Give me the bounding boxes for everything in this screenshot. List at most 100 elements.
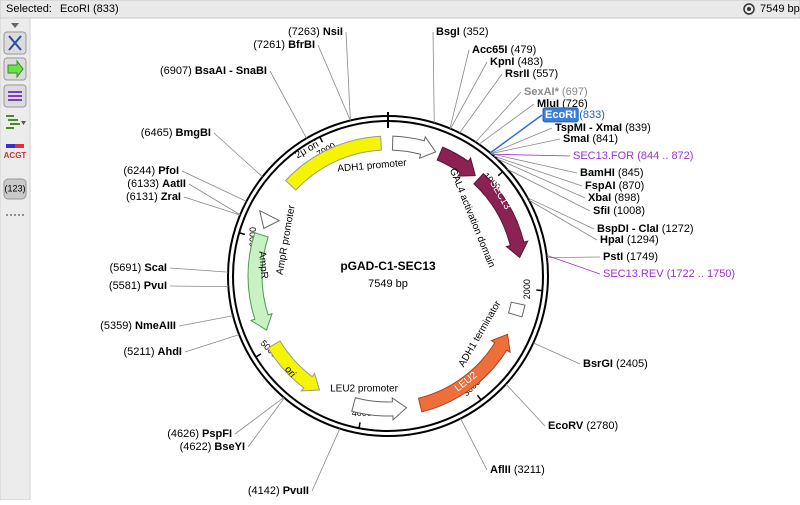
site-label: (5691) ScaI (110, 262, 168, 274)
feature-arrow (267, 340, 321, 392)
site-leader (459, 73, 503, 134)
site-label: HpaI (1294) (600, 234, 659, 246)
site-label: PstI (1749) (603, 251, 658, 263)
feature-label: LEU2 promoter (330, 384, 398, 395)
site-position: (4626) (167, 428, 199, 440)
site-label: BamHI (845) (580, 167, 644, 179)
site-position: (833) (579, 109, 605, 121)
site-leader (546, 255, 601, 275)
site-label: (5211) AhdI (124, 346, 183, 358)
site-leader (432, 31, 435, 123)
site-position: (898) (614, 192, 640, 204)
plasmid-name: pGAD-C1-SEC13 (340, 259, 436, 273)
site-leader (505, 383, 546, 427)
site-position: (6131) (126, 191, 158, 203)
site-name: TspMI - XmaI (555, 122, 622, 134)
site-position: (1722 .. 1750) (667, 268, 736, 280)
site-label: (6244) PfoI (123, 165, 179, 177)
site-name: BsaAI - SnaBI (195, 65, 267, 77)
site-name: SfiI (593, 205, 610, 217)
tick-label: 6000 (248, 227, 258, 247)
orf-menu[interactable] (21, 121, 26, 125)
site-leader (345, 31, 351, 121)
tick-mark (255, 353, 262, 358)
site-leader (460, 418, 488, 471)
count-button[interactable] (3, 178, 27, 200)
site-leader (490, 127, 553, 154)
site-name: Acc65I (472, 44, 507, 56)
site-position: (1749) (626, 251, 658, 263)
site-name: SEC13.REV (603, 268, 664, 280)
site-leader (449, 49, 470, 129)
site-leader (311, 428, 341, 492)
site-name: PstI (603, 251, 623, 263)
site-position: (3211) (514, 464, 545, 476)
site-name: SEC13.FOR (573, 150, 634, 162)
site-name: AatII (162, 178, 186, 190)
site-label: (6907) BsaAI - SnaBI (160, 65, 267, 77)
site-position: (557) (533, 68, 559, 80)
site-leader (490, 138, 561, 155)
site-label: SexAI* (697) (524, 86, 588, 98)
site-label: Acc65I (479) (472, 44, 536, 56)
site-name: SmaI (563, 133, 589, 145)
site-label: (6465) BmgBI (141, 127, 211, 139)
site-label: (6131) ZraI (126, 191, 181, 203)
site-position: (483) (518, 56, 544, 68)
site-leader (475, 91, 522, 143)
site-position: (6465) (141, 127, 173, 139)
site-label: SmaI (841) (563, 133, 618, 145)
site-leader (546, 256, 601, 259)
site-label: (7261) BfrBI (253, 39, 315, 51)
feature-arrow (436, 146, 476, 177)
sequence-icon[interactable]: ACGT (4, 151, 27, 160)
site-leader (181, 170, 247, 202)
primer-icon (8, 91, 22, 101)
site-position: (5581) (109, 280, 141, 292)
site-label: (4622) BseYI (180, 441, 245, 453)
site-label: EcoRI (833) (545, 109, 605, 121)
site-leader (183, 196, 241, 216)
site-leader (527, 197, 595, 230)
site-position: (870) (619, 180, 645, 192)
count-button-label: (123) (4, 183, 25, 193)
site-position: (352) (463, 26, 489, 38)
sidebar-collapse[interactable] (11, 23, 19, 28)
site-name: RsrII (505, 68, 529, 80)
tick-mark (238, 232, 246, 236)
site-name: AhdI (158, 346, 182, 358)
site-label: EcoRV (2780) (548, 420, 618, 432)
site-name: XbaI (588, 192, 611, 204)
site-position: (845) (618, 167, 644, 179)
site-position: (1294) (627, 234, 659, 246)
site-leader (213, 132, 263, 178)
feature-arrow (247, 232, 273, 331)
site-label: (4142) PvuII (248, 485, 309, 497)
site-name: PfoI (158, 165, 179, 177)
site-leader (491, 153, 578, 174)
site-label: (6133) AatII (127, 178, 186, 190)
site-position: (726) (562, 98, 588, 110)
site-label: TspMI - XmaI (839) (555, 122, 651, 134)
scissors-icon (8, 35, 22, 51)
site-label: (7263) NsiI (288, 26, 343, 38)
tick-label: 2000 (522, 279, 532, 299)
orf-icon[interactable] (6, 115, 20, 129)
site-name: SexAI* (524, 86, 560, 98)
site-name: PvuI (144, 280, 167, 292)
site-position: (7261) (253, 39, 285, 51)
site-name: BfrBI (288, 39, 315, 51)
site-name: AflII (490, 464, 511, 476)
tick-mark (536, 289, 543, 292)
site-leader (234, 397, 285, 435)
site-position: (5211) (124, 346, 155, 358)
site-position: (6907) (160, 65, 192, 77)
site-label: XbaI (898) (588, 192, 640, 204)
site-leader (169, 285, 229, 288)
site-leader (184, 334, 240, 353)
site-label: SfiI (1008) (593, 205, 645, 217)
site-label: FspAI (870) (585, 180, 644, 192)
site-name: BspDI - ClaI (597, 223, 659, 235)
feature-arrow (351, 396, 408, 422)
